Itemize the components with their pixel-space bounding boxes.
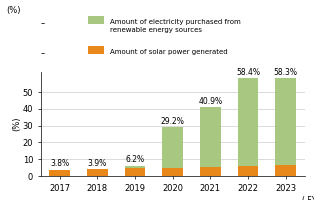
Text: ( FY ): ( FY ) xyxy=(302,196,314,200)
Text: 58.4%: 58.4% xyxy=(236,68,260,77)
Bar xyxy=(87,169,108,176)
Bar xyxy=(200,107,221,167)
Text: 3.8%: 3.8% xyxy=(50,159,69,168)
Bar xyxy=(49,170,70,176)
Bar xyxy=(125,166,145,168)
Text: Amount of electricity purchased from
renewable energy sources: Amount of electricity purchased from ren… xyxy=(110,19,241,33)
Text: 6.2%: 6.2% xyxy=(126,155,144,164)
Bar xyxy=(162,127,183,168)
Text: 3.9%: 3.9% xyxy=(88,159,107,168)
Text: 40.9%: 40.9% xyxy=(198,97,222,106)
Text: Amount of solar power generated: Amount of solar power generated xyxy=(110,49,228,55)
Bar xyxy=(238,78,258,166)
Bar xyxy=(200,167,221,176)
Text: –: – xyxy=(41,49,45,58)
Y-axis label: (%): (%) xyxy=(12,117,21,131)
Bar xyxy=(125,168,145,176)
Text: 29.2%: 29.2% xyxy=(161,117,185,126)
Text: 58.3%: 58.3% xyxy=(274,68,298,77)
Text: –: – xyxy=(41,19,45,28)
Text: (%): (%) xyxy=(6,6,21,15)
Bar xyxy=(275,165,296,176)
Bar xyxy=(162,168,183,176)
Bar xyxy=(275,78,296,165)
Bar xyxy=(238,166,258,176)
